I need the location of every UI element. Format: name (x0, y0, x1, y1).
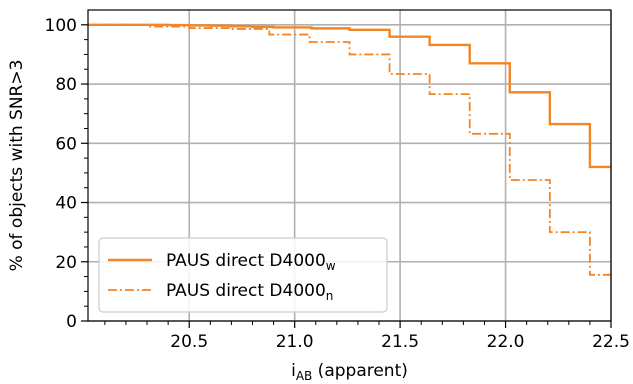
x-tick-label: 21.5 (381, 332, 419, 352)
series-line-w (88, 23, 611, 169)
y-tick-label: 0 (66, 312, 77, 332)
y-tick-label: 40 (55, 194, 77, 214)
y-tick-label: 20 (55, 253, 77, 273)
x-tick-label: 22.5 (592, 332, 630, 352)
legend-box (98, 237, 388, 313)
x-axis-label-main: i (291, 361, 296, 381)
axis-ticks: 20.5 21.0 21.5 22.0 22.5 0 20 40 60 80 100 (45, 16, 630, 352)
legend-label-w-sub: w (326, 259, 336, 273)
y-tick-label: 100 (45, 16, 77, 36)
x-tick-label: 22.0 (487, 332, 525, 352)
plot-frame (87, 9, 612, 322)
series-lines (88, 23, 611, 276)
legend-label-n-main: PAUS direct D4000 (166, 281, 326, 301)
series-line-n (88, 23, 611, 276)
legend-label-n: PAUS direct D4000n (166, 281, 333, 303)
y-axis-label: % of objects with SNR>3 (7, 60, 27, 272)
x-axis-label-sub: AB (296, 369, 312, 383)
legend-label-w-main: PAUS direct D4000 (166, 251, 326, 271)
x-tick-label: 20.5 (170, 332, 208, 352)
x-axis-label-rest: (apparent) (312, 361, 408, 381)
legend-label-w: PAUS direct D4000w (166, 251, 336, 273)
y-tick-label: 60 (55, 134, 77, 154)
x-axis-label: iAB (apparent) (291, 361, 408, 383)
legend: PAUS direct D4000w PAUS direct D4000n (98, 237, 388, 313)
legend-label-n-sub: n (326, 289, 334, 303)
y-tick-label: 80 (55, 75, 77, 95)
x-tick-label: 21.0 (276, 332, 314, 352)
